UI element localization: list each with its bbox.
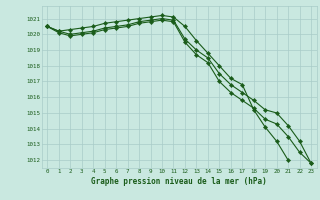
X-axis label: Graphe pression niveau de la mer (hPa): Graphe pression niveau de la mer (hPa) <box>91 177 267 186</box>
